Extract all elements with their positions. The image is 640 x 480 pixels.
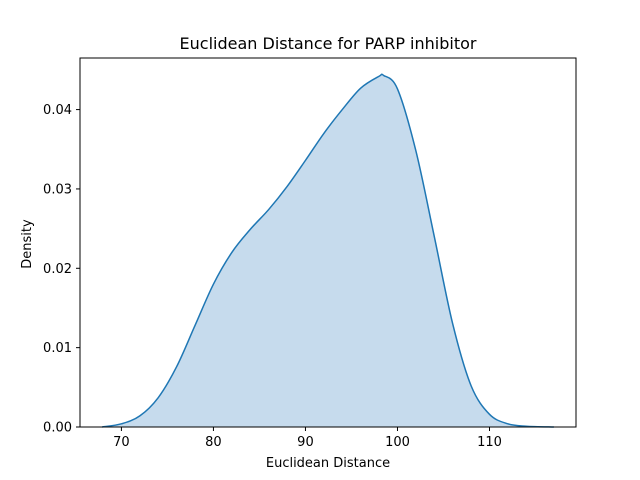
- density-line: [101, 73, 554, 428]
- y-tick-label: 0.00: [43, 421, 72, 436]
- y-tick-label: 0.01: [43, 341, 72, 356]
- density-area-fill: [102, 74, 554, 427]
- x-tick-label: 90: [297, 435, 314, 450]
- x-axis-label: Euclidean Distance: [266, 456, 390, 471]
- x-tick-label: 80: [205, 435, 222, 450]
- y-tick-label: 0.03: [43, 182, 72, 197]
- x-tick-label: 70: [113, 435, 130, 450]
- y-axis-label: Density: [20, 219, 35, 269]
- x-tick-label: 100: [385, 435, 410, 450]
- y-tick-label: 0.04: [43, 103, 72, 118]
- chart-title: Euclidean Distance for PARP inhibitor: [180, 34, 477, 53]
- plot-frame: [79, 57, 577, 428]
- x-tick-label: 110: [477, 435, 502, 450]
- y-tick-label: 0.02: [43, 262, 72, 277]
